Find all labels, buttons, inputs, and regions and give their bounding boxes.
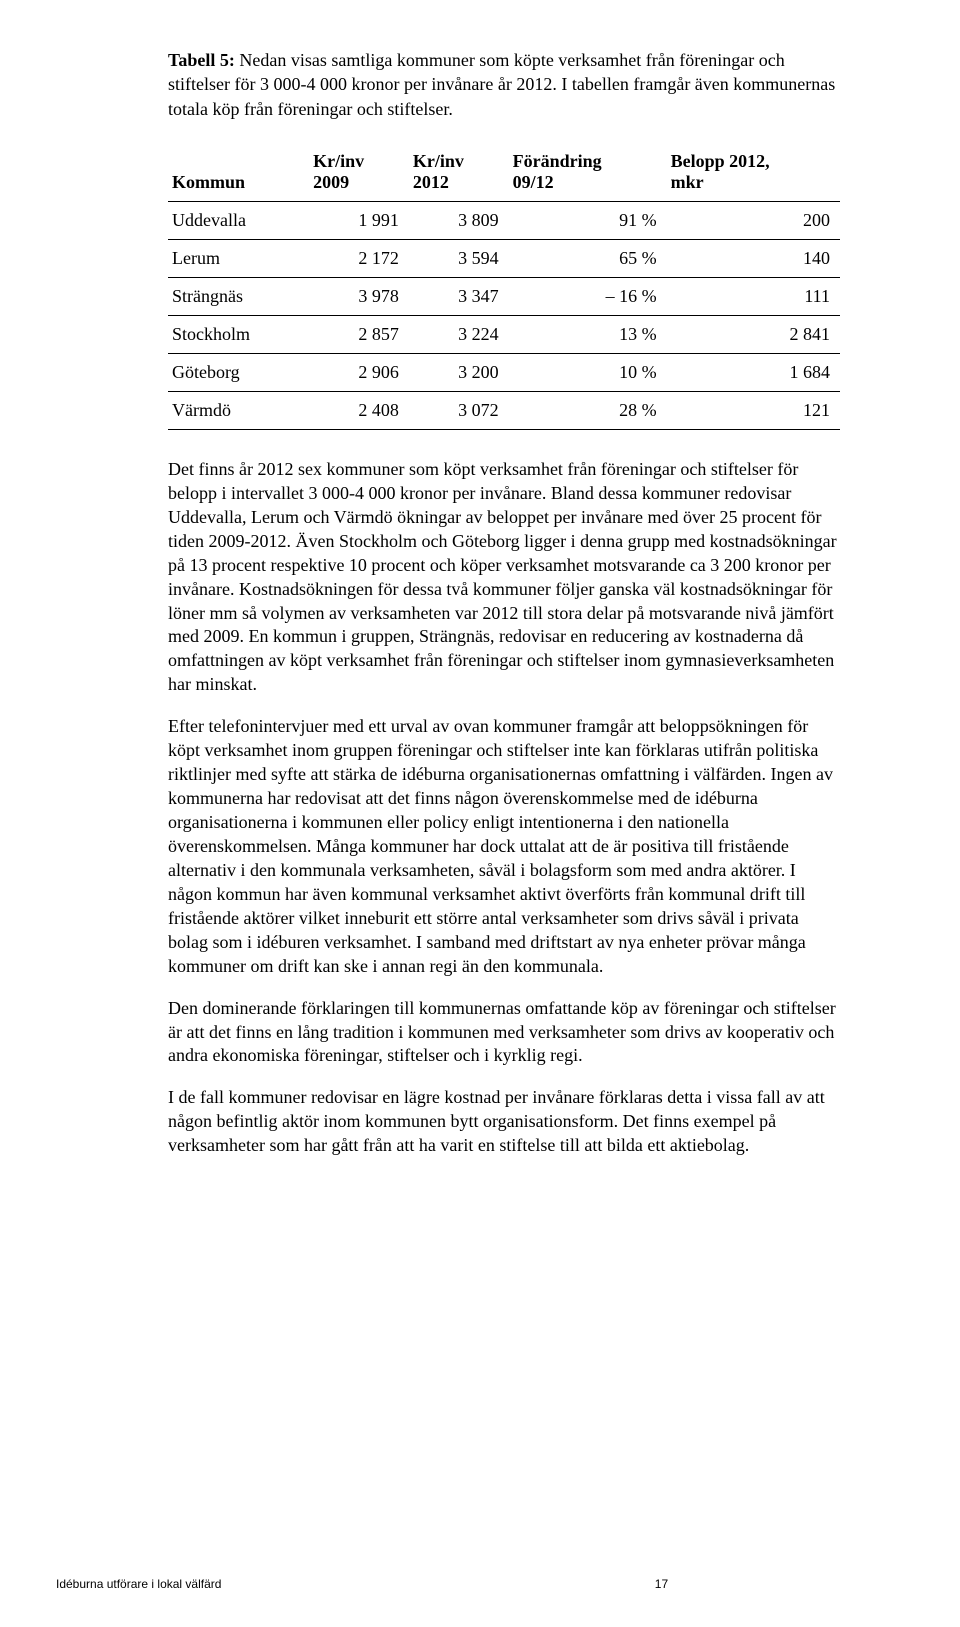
footer-title: Idéburna utförare i lokal välfärd xyxy=(56,1577,221,1591)
cell-kommun: Göteborg xyxy=(168,353,309,391)
cell-forandring: 65 % xyxy=(509,239,667,277)
col-forandring: Förändring09/12 xyxy=(509,143,667,202)
col-krinv-2009: Kr/inv2009 xyxy=(309,143,409,202)
cell-kr2012: 3 224 xyxy=(409,315,509,353)
cell-kr2009: 1 991 xyxy=(309,201,409,239)
cell-kr2012: 3 072 xyxy=(409,391,509,429)
cell-belopp: 111 xyxy=(667,277,840,315)
footer-page-number: 17 xyxy=(655,1577,668,1591)
col-krinv-2012-l1: Kr/inv xyxy=(413,151,464,171)
cell-belopp: 2 841 xyxy=(667,315,840,353)
table-row: Uddevalla 1 991 3 809 91 % 200 xyxy=(168,201,840,239)
body-paragraph: Efter telefonintervjuer med ett urval av… xyxy=(168,715,840,978)
cell-kr2012: 3 809 xyxy=(409,201,509,239)
cell-kr2012: 3 200 xyxy=(409,353,509,391)
table-row: Stockholm 2 857 3 224 13 % 2 841 xyxy=(168,315,840,353)
cell-kommun: Stockholm xyxy=(168,315,309,353)
cell-forandring: 28 % xyxy=(509,391,667,429)
col-kommun-label: Kommun xyxy=(172,172,245,192)
body-paragraph: Den dominerande förklaringen till kommun… xyxy=(168,997,840,1069)
cell-belopp: 140 xyxy=(667,239,840,277)
table-caption-label: Tabell 5: xyxy=(168,50,235,70)
col-krinv-2009-l2: 2009 xyxy=(313,172,349,192)
cell-forandring: 91 % xyxy=(509,201,667,239)
col-belopp-l2: mkr xyxy=(671,172,704,192)
cell-forandring: 10 % xyxy=(509,353,667,391)
cell-belopp: 1 684 xyxy=(667,353,840,391)
table-row: Göteborg 2 906 3 200 10 % 1 684 xyxy=(168,353,840,391)
col-kommun: Kommun xyxy=(168,143,309,202)
cell-kommun: Strängnäs xyxy=(168,277,309,315)
data-table: Kommun Kr/inv2009 Kr/inv2012 Förändring0… xyxy=(168,143,840,430)
col-forandring-l2: 09/12 xyxy=(513,172,554,192)
body-paragraph: I de fall kommuner redovisar en lägre ko… xyxy=(168,1086,840,1158)
cell-belopp: 121 xyxy=(667,391,840,429)
col-belopp-l1: Belopp 2012, xyxy=(671,151,770,171)
cell-kommun: Värmdö xyxy=(168,391,309,429)
cell-belopp: 200 xyxy=(667,201,840,239)
table-header-row: Kommun Kr/inv2009 Kr/inv2012 Förändring0… xyxy=(168,143,840,202)
cell-forandring: – 16 % xyxy=(509,277,667,315)
cell-kr2009: 2 906 xyxy=(309,353,409,391)
table-row: Strängnäs 3 978 3 347 – 16 % 111 xyxy=(168,277,840,315)
table-row: Lerum 2 172 3 594 65 % 140 xyxy=(168,239,840,277)
table-caption-text: Nedan visas samtliga kommuner som köpte … xyxy=(168,50,835,119)
cell-kr2012: 3 594 xyxy=(409,239,509,277)
col-belopp: Belopp 2012,mkr xyxy=(667,143,840,202)
col-forandring-l1: Förändring xyxy=(513,151,602,171)
table-caption: Tabell 5: Nedan visas samtliga kommuner … xyxy=(168,48,840,121)
cell-kommun: Uddevalla xyxy=(168,201,309,239)
cell-kommun: Lerum xyxy=(168,239,309,277)
table-row: Värmdö 2 408 3 072 28 % 121 xyxy=(168,391,840,429)
col-krinv-2009-l1: Kr/inv xyxy=(313,151,364,171)
cell-kr2009: 3 978 xyxy=(309,277,409,315)
body-paragraph: Det finns år 2012 sex kommuner som köpt … xyxy=(168,458,840,697)
col-krinv-2012: Kr/inv2012 xyxy=(409,143,509,202)
col-krinv-2012-l2: 2012 xyxy=(413,172,449,192)
cell-kr2009: 2 408 xyxy=(309,391,409,429)
cell-forandring: 13 % xyxy=(509,315,667,353)
cell-kr2009: 2 172 xyxy=(309,239,409,277)
cell-kr2009: 2 857 xyxy=(309,315,409,353)
page-footer: Idéburna utförare i lokal välfärd 17 xyxy=(56,1577,668,1591)
cell-kr2012: 3 347 xyxy=(409,277,509,315)
